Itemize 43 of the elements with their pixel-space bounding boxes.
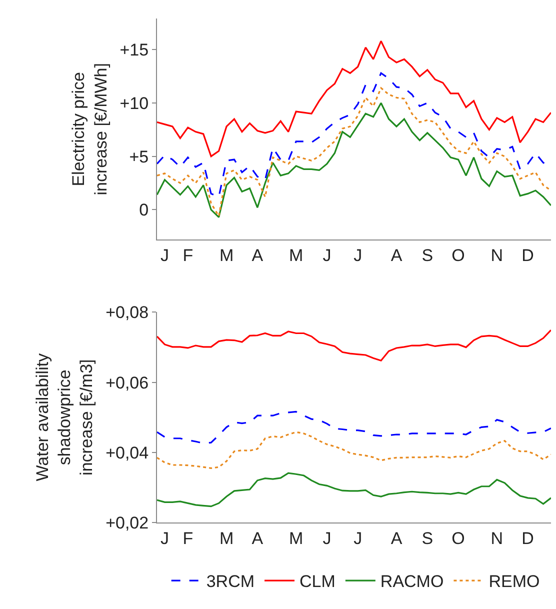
y-axis-title: Water availability shadowprice increase [€/m3] (32, 352, 96, 482)
x-tick-label: M (219, 246, 234, 265)
x-tick-label: A (390, 528, 403, 548)
x-tick-label: A (252, 246, 264, 265)
y-tick-label: +0,02 (106, 513, 149, 532)
x-tick-label: J (322, 246, 332, 265)
x-tick-label: M (288, 528, 304, 548)
legend-label: REMO (488, 572, 540, 592)
x-tick-label: F (182, 246, 194, 265)
x-tick-label: J (322, 528, 332, 548)
y-tick-label: +5 (129, 147, 149, 166)
y-tick-label: +10 (120, 94, 149, 113)
legend-label: RACMO (380, 572, 444, 592)
x-tick-label: S (422, 246, 434, 265)
y-tick-label: +15 (120, 40, 149, 60)
y-tick-label: +0,08 (106, 303, 149, 322)
line-series (157, 410, 551, 444)
x-tick-label: A (390, 246, 403, 265)
x-tick-label: J (354, 246, 362, 265)
x-tick-label: A (252, 528, 264, 548)
x-tick-label: M (288, 246, 304, 265)
x-tick-label: D (522, 528, 534, 548)
legend-label: 3RCM (206, 572, 255, 592)
x-tick-label: N (490, 246, 504, 265)
y-tick-label: +0,04 (106, 443, 149, 462)
line-series (157, 472, 551, 508)
y-axis-title: Electricity price increase [€/MWh] (69, 63, 110, 196)
line-series (157, 40, 551, 158)
line-series (157, 431, 551, 469)
x-tick-label: J (160, 246, 169, 265)
x-tick-label: M (219, 528, 234, 548)
legend-label: CLM (300, 572, 336, 592)
x-tick-label: O (452, 246, 465, 265)
x-tick-label: J (354, 528, 362, 548)
x-tick-label: N (490, 528, 504, 548)
y-tick-label: +0,06 (106, 373, 149, 392)
x-tick-label: S (422, 528, 434, 548)
line-series (157, 329, 551, 362)
x-tick-label: F (182, 528, 194, 548)
x-tick-label: J (160, 528, 169, 548)
x-tick-label: O (452, 528, 465, 548)
y-tick-label: 0 (139, 200, 149, 220)
x-tick-label: D (522, 246, 534, 265)
